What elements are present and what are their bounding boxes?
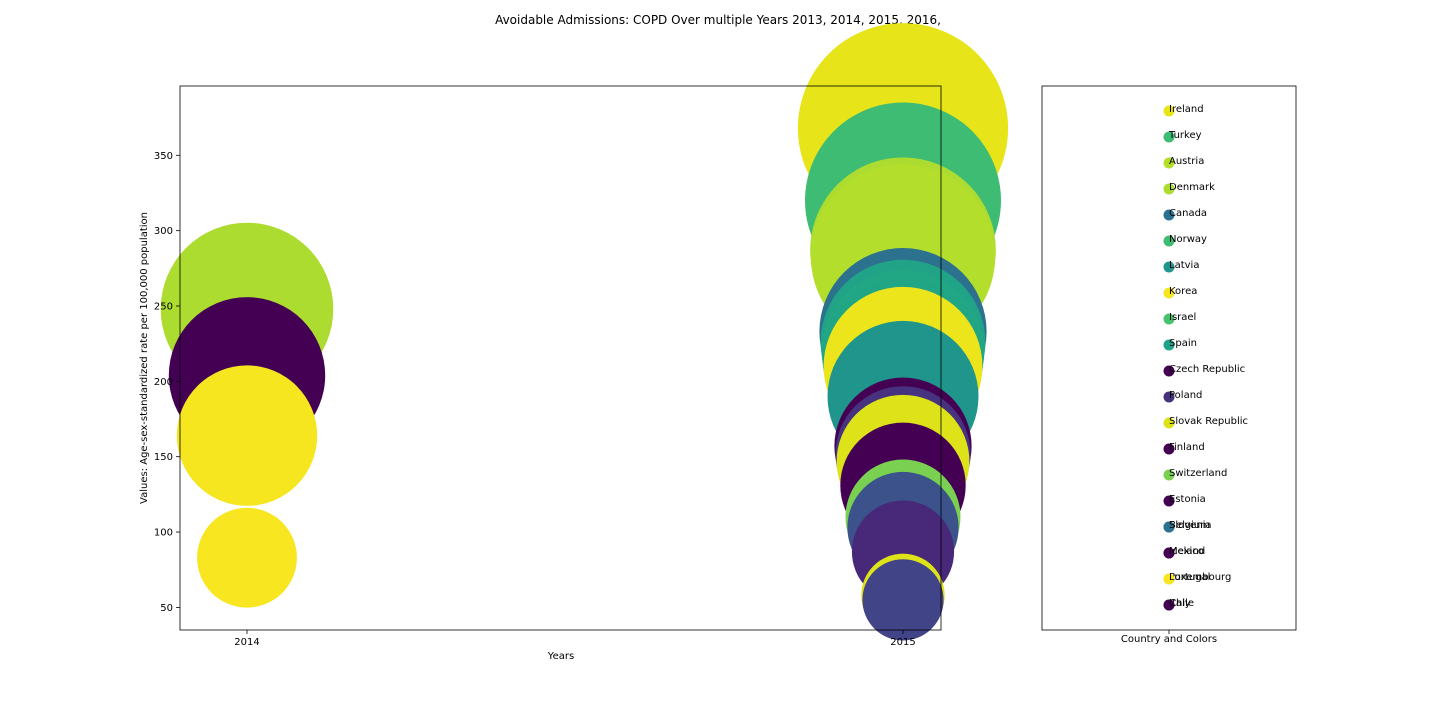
legend-marker-2	[1163, 157, 1175, 169]
legend-label-7: Korea	[1169, 286, 1197, 297]
legend-label-17: Slovenia	[1169, 520, 1212, 531]
x-axis-label: Years	[547, 651, 574, 662]
legend-label-9: Spain	[1169, 338, 1197, 349]
y-tick-label-150: 150	[154, 452, 173, 463]
chart-title: Avoidable Admissions: COPD Over multiple…	[495, 13, 941, 27]
legend-label-5: Norway	[1169, 234, 1207, 245]
legend-label-3: Denmark	[1169, 182, 1215, 193]
legend-x-label: Country and Colors	[1121, 634, 1217, 645]
data-point-2015-22	[862, 559, 944, 641]
main-plot-area: 50 100 150 200 250 300 350 2014 2015	[154, 23, 1009, 648]
legend-label-4: Canada	[1169, 208, 1207, 219]
legend-marker-23	[1163, 599, 1175, 611]
legend-label-18: Mexico	[1169, 546, 1204, 557]
legend-label-0: Ireland	[1169, 104, 1204, 115]
plot-frame	[179, 85, 942, 631]
legend-marker-4	[1163, 209, 1175, 221]
legend-marker-5	[1163, 235, 1175, 247]
y-tick-label-300: 300	[154, 226, 173, 237]
legend-marker-14	[1163, 469, 1175, 481]
legend-label-16: Belgium	[1169, 520, 1210, 531]
data-point-2014-12	[176, 365, 318, 506]
legend-marker-15	[1163, 495, 1175, 507]
legend-marker-1	[1163, 131, 1175, 143]
legend-label-20: Portugal	[1169, 572, 1210, 583]
legend-marker-11	[1163, 391, 1175, 403]
legend-label-13: Finland	[1169, 442, 1205, 453]
legend-marker-12	[1163, 417, 1175, 429]
legend-label-15: Estonia	[1169, 494, 1206, 505]
legend-panel: Ireland Turkey Austria Denmark Canada Norway L…	[1041, 85, 1297, 634]
legend-marker-0	[1163, 105, 1175, 117]
legend-label-14: Switzerland	[1169, 468, 1227, 479]
legend-label-19: Iceland	[1169, 546, 1205, 557]
x-tick-label-2015: 2015	[890, 637, 915, 648]
legend-marker-10	[1163, 365, 1175, 377]
legend-label-2: Austria	[1169, 156, 1204, 167]
legend-label-21: Luxembourg	[1169, 572, 1231, 583]
legend-label-1: Turkey	[1168, 130, 1202, 141]
y-tick-label-200: 200	[154, 377, 173, 388]
legend-marker-21	[1163, 573, 1175, 585]
legend-label-8: Israel	[1169, 312, 1196, 323]
y-tick-label-350: 350	[154, 151, 173, 162]
legend-label-22: Italy	[1169, 598, 1191, 609]
legend-marker-9	[1163, 339, 1175, 351]
legend-label-10: Czech Republic	[1169, 364, 1245, 375]
legend-marker-19	[1163, 547, 1175, 559]
legend-marker-3	[1163, 183, 1175, 195]
data-point-2014-20	[197, 507, 297, 608]
y-tick-label-100: 100	[154, 528, 173, 539]
legend-marker-8	[1163, 313, 1175, 325]
legend-marker-6	[1163, 261, 1175, 273]
y-tick-label-250: 250	[154, 302, 173, 313]
legend-label-11: Poland	[1169, 390, 1202, 401]
legend-marker-17	[1163, 521, 1175, 533]
legend-marker-7	[1163, 287, 1175, 299]
legend-marker-13	[1163, 443, 1175, 455]
y-axis-label: Values: Age-sex-standardized rate per 10…	[139, 212, 150, 504]
legend-label-12: Slovak Republic	[1169, 416, 1248, 427]
y-tick-label-50: 50	[160, 603, 173, 614]
legend-label-6: Latvia	[1169, 260, 1199, 271]
x-tick-label-2014: 2014	[234, 637, 259, 648]
legend-label-23: Chile	[1169, 598, 1194, 609]
